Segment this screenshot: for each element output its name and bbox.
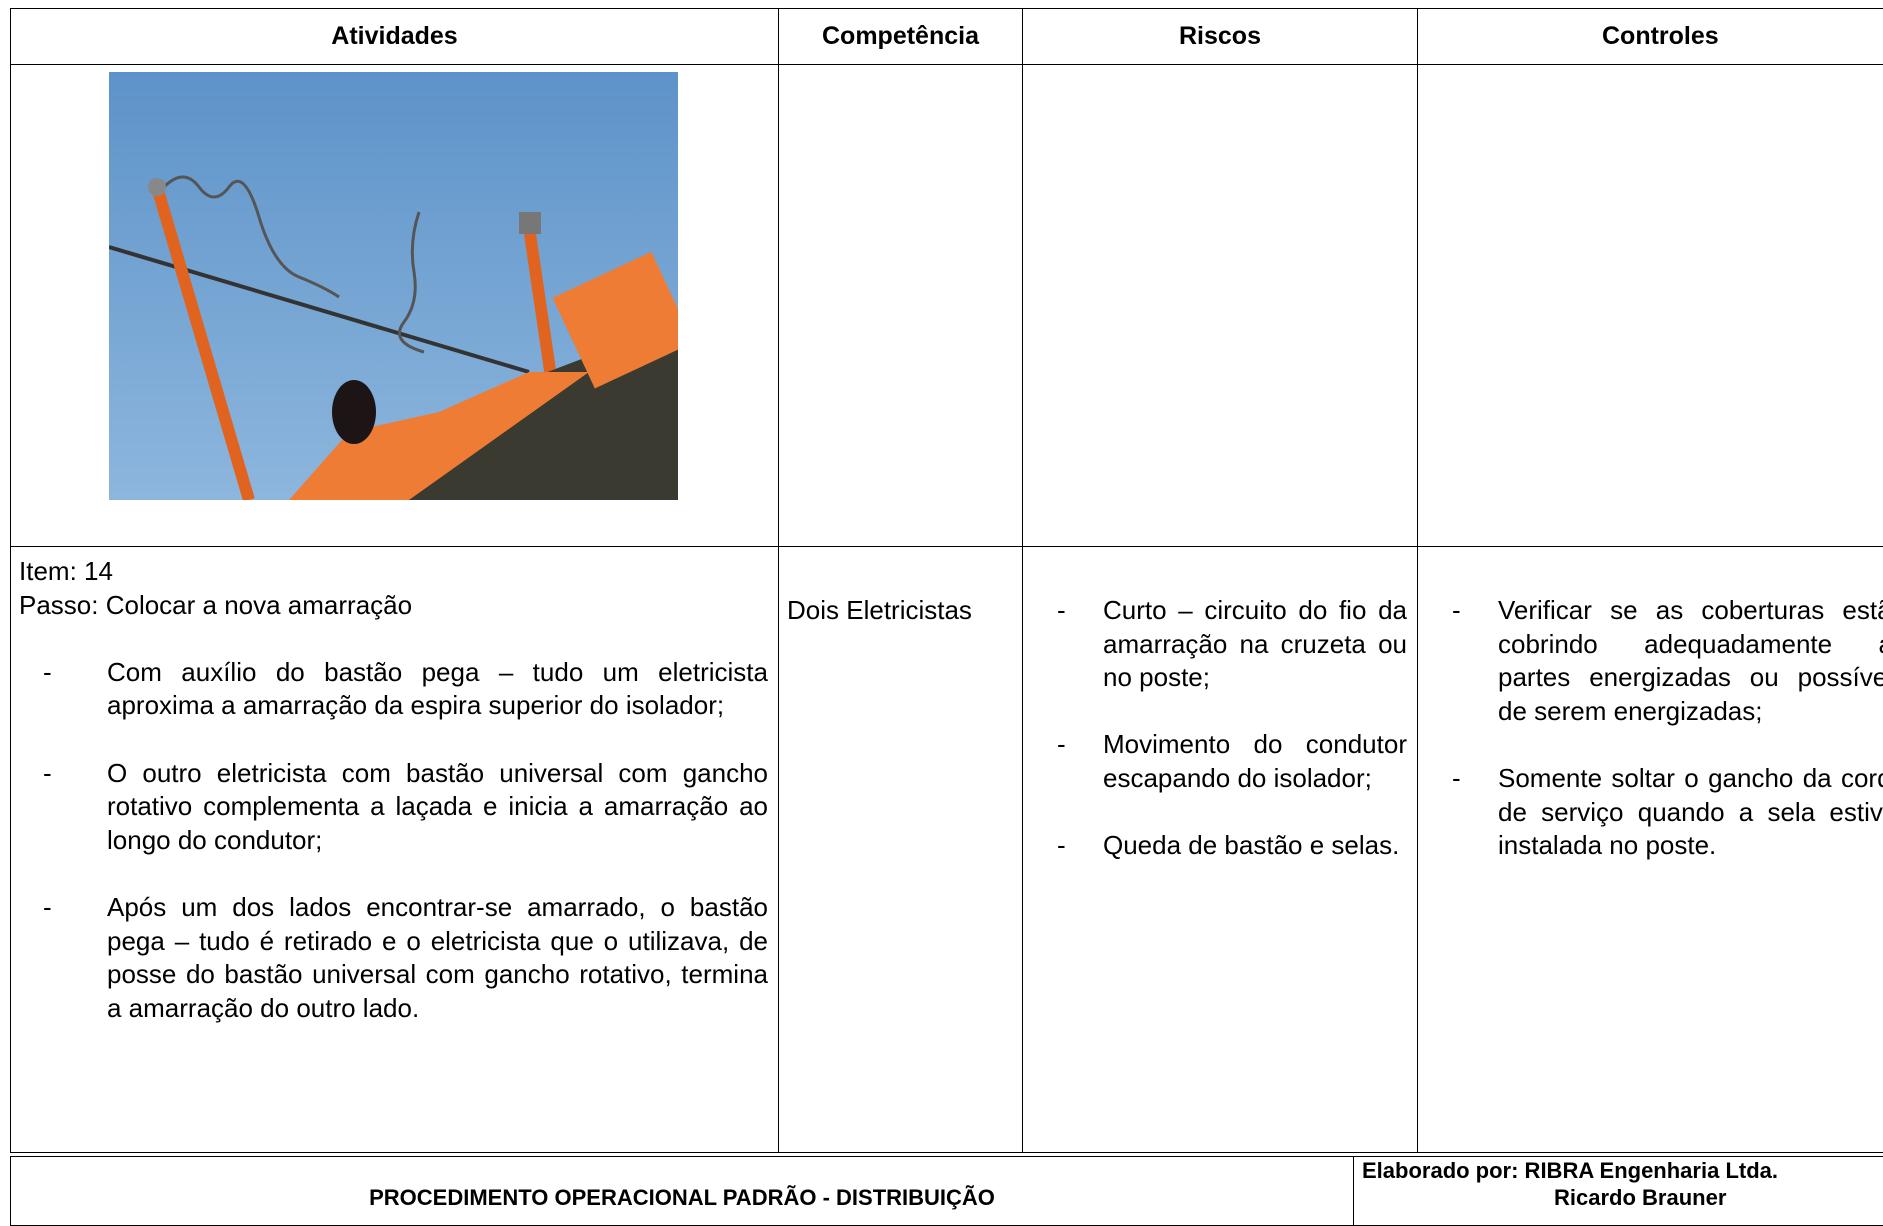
- item: Item: 14: [19, 556, 113, 586]
- header-cell: Riscos: [1022, 8, 1418, 65]
- list-item: - Queda de bastão e selas.: [1057, 829, 1407, 863]
- cell: [778, 64, 1023, 547]
- header: Atividades: [331, 22, 458, 50]
- competence-cell: Dois Eletricistas: [778, 546, 1023, 1153]
- prepared-by: Elaborado por: RIBRA Engenharia Ltda.: [1362, 1158, 1778, 1183]
- photo-cell: [10, 64, 779, 547]
- list-marker: -: [43, 891, 52, 922]
- list-item: - Após um dos lados encontrar-se amarrado…: [19, 891, 768, 1025]
- list-text: Após um dos lados encontrar-se amarrado,…: [107, 891, 768, 1023]
- footer-title-cell: PROCEDIMENTO OPERACIONAL PADRÃO - DISTRI…: [10, 1156, 1354, 1226]
- list-text: Curto – circuito do fio da amarração na …: [1103, 595, 1407, 693]
- risk-cell: - Curto – circuito do fio da amarração na…: [1022, 546, 1418, 1153]
- list-item: - Somente soltar o gancho da corda de ser…: [1452, 762, 1883, 863]
- list-item: - Movimento do condutor escapando do isol…: [1057, 728, 1407, 795]
- steps: - Com auxílio do bastão pega – tudo um el…: [19, 656, 768, 1026]
- list-text: O outro eletricista com bastão universal…: [107, 757, 768, 855]
- header-cell: Competência: [778, 8, 1023, 65]
- control-cell: - Verificar se as coberturas estão cobrin…: [1417, 546, 1883, 1153]
- competence: Dois Eletricistas: [787, 595, 972, 625]
- list-item: - Curto – circuito do fio da amarração na…: [1057, 594, 1407, 695]
- list-marker: -: [1452, 762, 1461, 793]
- header: Competência: [822, 22, 979, 50]
- list-marker: -: [1057, 830, 1066, 861]
- list-text: Somente soltar o gancho da corda de serv…: [1498, 762, 1883, 861]
- list-text: Com auxílio do bastão pega – tudo um ele…: [107, 656, 768, 721]
- list-text: Verificar se as coberturas estão cobrind…: [1498, 595, 1883, 726]
- header: Controles: [1602, 22, 1719, 50]
- header: Riscos: [1179, 22, 1261, 50]
- risks: - Curto – circuito do fio da amarração na…: [1057, 594, 1407, 863]
- header-cell: Controles: [1417, 8, 1883, 65]
- cell: [1417, 64, 1883, 547]
- header-cell: Atividades: [10, 8, 779, 65]
- list-text: Movimento do condutor escapando do isola…: [1103, 729, 1407, 793]
- list-marker: -: [1452, 595, 1461, 625]
- list-marker: -: [43, 757, 52, 788]
- photo: [109, 72, 678, 500]
- list-item: - Verificar se as coberturas estão cobrin…: [1452, 594, 1883, 728]
- list-marker: -: [1057, 729, 1066, 760]
- controls: - Verificar se as coberturas estão cobrin…: [1452, 594, 1883, 863]
- author: Ricardo Brauner: [1554, 1185, 1727, 1210]
- list-item: - O outro eletricista com bastão universa…: [19, 757, 768, 858]
- list-marker: -: [43, 656, 52, 687]
- footer-author-cell: Elaborado por: RIBRA Engenharia Ltda. Ri…: [1353, 1156, 1883, 1226]
- list-text: Queda de bastão e selas.: [1103, 830, 1400, 861]
- list-marker: -: [1057, 595, 1066, 625]
- step-title: Passo: Colocar a nova amarração: [19, 589, 413, 620]
- list-item: - Com auxílio do bastão pega – tudo um el…: [19, 656, 768, 723]
- cell: [1022, 64, 1418, 547]
- footer-title: PROCEDIMENTO OPERACIONAL PADRÃO - DISTRI…: [369, 1185, 995, 1210]
- activity-cell: Item: 14 Passo: Colocar a nova amarração…: [10, 546, 779, 1153]
